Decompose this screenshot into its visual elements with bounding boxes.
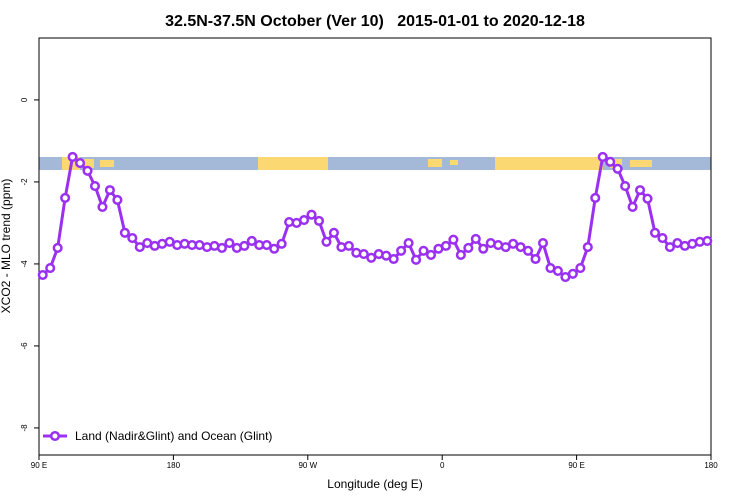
data-point <box>321 236 332 247</box>
data-point <box>276 238 287 249</box>
y-tick-label: 0 <box>20 97 29 102</box>
data-point <box>52 242 63 253</box>
data-point <box>537 237 549 249</box>
y-tick-label: -6 <box>20 342 29 350</box>
data-point <box>702 235 713 247</box>
y-tick-label: -4 <box>20 260 29 268</box>
data-point <box>590 192 601 203</box>
plot-frame <box>38 37 712 456</box>
x-tick-label: 90 E <box>31 461 47 470</box>
data-point <box>104 185 115 196</box>
data-point <box>664 242 675 253</box>
data-point <box>313 215 325 226</box>
data-point <box>127 233 138 244</box>
data-point <box>134 242 145 253</box>
land-patch <box>450 160 458 165</box>
data-point <box>45 262 56 274</box>
data-point <box>530 253 541 265</box>
data-point <box>269 243 280 254</box>
land-patch <box>495 157 603 170</box>
data-point <box>82 165 93 176</box>
land-patch <box>610 159 622 168</box>
data-point <box>75 158 86 169</box>
data-point <box>567 268 578 279</box>
data-point <box>358 249 369 260</box>
data-point <box>403 237 414 249</box>
data-point <box>239 240 250 251</box>
data-point <box>306 209 317 220</box>
data-point <box>597 151 608 162</box>
chart-title: 32.5N-37.5N October (Ver 10) 2015-01-01 … <box>165 13 585 30</box>
data-point <box>470 233 481 244</box>
data-point <box>425 249 437 260</box>
x-tick-label: 90 W <box>298 461 317 470</box>
data-point <box>366 252 377 263</box>
legend-label: Land (Nadir&Glint) and Ocean (Glint) <box>75 429 272 443</box>
data-point <box>299 215 310 226</box>
data-point <box>261 240 272 251</box>
data-point <box>605 156 616 167</box>
data-point <box>657 233 668 244</box>
land-patch <box>630 160 652 167</box>
data-point <box>37 269 48 281</box>
land-patch <box>84 159 94 168</box>
data-point <box>343 240 354 251</box>
data-point <box>60 192 71 203</box>
y-axis-title: XCO2 - MLO trend (ppm) <box>0 179 13 314</box>
data-point <box>89 180 101 192</box>
data-point <box>119 227 130 238</box>
data-point <box>388 253 399 265</box>
land-patch <box>428 159 442 167</box>
data-point <box>455 249 466 260</box>
land-patch <box>100 160 114 167</box>
data-point <box>515 242 526 253</box>
data-point <box>575 262 586 274</box>
y-tick-label: -8 <box>20 424 29 432</box>
data-point <box>620 180 631 192</box>
data-point <box>246 235 257 247</box>
data-point <box>328 227 339 238</box>
data-point <box>627 201 638 212</box>
land-patch <box>258 157 328 170</box>
data-point <box>582 242 593 253</box>
data-point <box>635 185 646 196</box>
y-tick-label: -2 <box>20 178 29 186</box>
data-point <box>97 201 108 212</box>
data-point <box>224 237 235 249</box>
x-axis-title: Longitude (deg E) <box>327 477 422 491</box>
data-point <box>418 245 429 256</box>
data-point <box>649 227 661 238</box>
legend-marker <box>49 430 61 442</box>
x-tick-label: 0 <box>440 461 445 470</box>
data-point <box>216 242 227 253</box>
data-point <box>411 254 422 265</box>
data-point <box>642 193 653 204</box>
data-point <box>440 240 451 251</box>
data-point <box>112 194 123 206</box>
x-tick-label: 180 <box>167 461 181 470</box>
data-point <box>396 245 407 256</box>
data-point <box>478 243 489 254</box>
data-point <box>448 234 459 245</box>
data-point <box>67 151 78 162</box>
data-point <box>552 265 563 276</box>
data-point <box>523 245 534 256</box>
land-ocean-strip <box>39 157 711 170</box>
x-tick-label: 180 <box>704 461 718 470</box>
x-tick-label: 90 E <box>568 461 584 470</box>
data-point <box>463 242 474 253</box>
data-point <box>612 163 623 174</box>
